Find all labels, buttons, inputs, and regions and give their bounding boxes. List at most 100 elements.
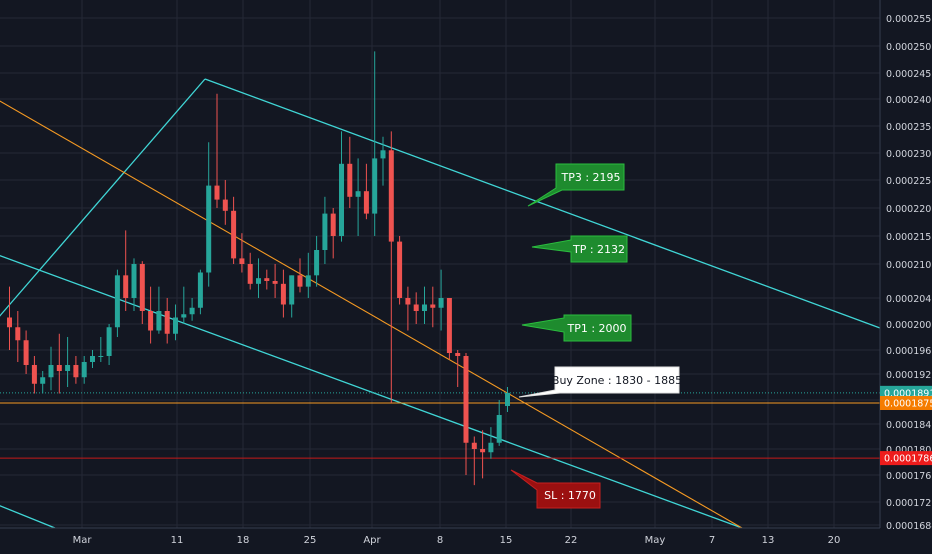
candle-body [65, 365, 71, 371]
candle[interactable] [98, 337, 104, 362]
candle[interactable] [15, 311, 21, 362]
price-axis-panel[interactable] [880, 0, 932, 550]
candle[interactable] [189, 298, 195, 321]
candle[interactable] [455, 350, 461, 387]
buy-line-tag[interactable]: 0.0001875 [880, 396, 932, 410]
candle[interactable] [280, 269, 286, 318]
candle[interactable] [471, 436, 477, 486]
time-axis-panel[interactable] [0, 528, 880, 550]
candle[interactable] [314, 236, 320, 287]
candle-body [139, 264, 145, 311]
candle[interactable] [297, 258, 303, 293]
sl-label: SL : 1770 [544, 489, 596, 502]
time-tick-label: May [645, 535, 666, 546]
candle[interactable] [23, 330, 29, 375]
candle[interactable] [40, 371, 46, 394]
candle[interactable] [305, 252, 311, 298]
candle[interactable] [496, 400, 502, 446]
time-tick-label: 8 [437, 535, 443, 546]
candle[interactable] [322, 196, 328, 264]
candle[interactable] [239, 233, 245, 273]
buy-zone-callout[interactable]: Buy Zone : 1830 - 1885 [518, 366, 682, 398]
candle[interactable] [65, 337, 71, 387]
candle[interactable] [347, 136, 353, 208]
candle[interactable] [90, 350, 95, 368]
candle[interactable] [405, 286, 411, 331]
tp1-callout[interactable]: TP1 : 2000 [521, 314, 632, 342]
candle-body [231, 210, 237, 259]
candle[interactable] [222, 180, 228, 225]
candle[interactable] [289, 275, 295, 318]
candle[interactable] [247, 252, 253, 290]
candle[interactable] [48, 346, 54, 391]
candle[interactable] [397, 236, 403, 305]
candle-body [256, 278, 261, 284]
candle[interactable] [339, 131, 344, 242]
trendline-cyan-lower [0, 255, 743, 529]
trendlines [0, 78, 881, 529]
candle[interactable] [430, 286, 436, 328]
candle[interactable] [114, 269, 120, 337]
candle[interactable] [123, 230, 129, 311]
candle[interactable] [81, 356, 87, 384]
candle-body [90, 356, 95, 362]
candle-body [48, 365, 54, 378]
candle[interactable] [272, 264, 278, 298]
candle[interactable] [256, 258, 261, 298]
candle[interactable] [73, 356, 79, 384]
candle-body [214, 185, 220, 200]
candle[interactable] [463, 353, 469, 475]
candle-body [496, 415, 502, 443]
candle[interactable] [413, 292, 419, 324]
candle[interactable] [388, 131, 394, 403]
candle[interactable] [31, 356, 37, 394]
candle[interactable] [181, 286, 187, 324]
candle[interactable] [446, 298, 452, 359]
candle-body [363, 191, 369, 214]
candle[interactable] [488, 427, 494, 459]
candle[interactable] [56, 333, 62, 394]
sl-line-tag[interactable]: 0.0001786 [880, 451, 932, 466]
candle[interactable] [7, 286, 12, 350]
candle[interactable] [330, 208, 336, 259]
candle[interactable] [380, 136, 386, 186]
candle[interactable] [164, 298, 170, 344]
candle-body [480, 449, 486, 453]
callouts: TP3 : 2195 TP : 2132 TP1 : 2000 Buy Zone… [510, 163, 682, 509]
candle[interactable] [139, 261, 145, 324]
candle[interactable] [197, 269, 203, 315]
candle[interactable] [106, 324, 112, 365]
candle-body [272, 281, 278, 284]
candle[interactable] [264, 269, 270, 290]
time-tick-label: 18 [237, 535, 250, 546]
trendline-cyan-upper [204, 78, 881, 329]
candle[interactable] [206, 142, 212, 287]
candle[interactable] [131, 258, 137, 311]
time-tick-label: 25 [304, 535, 317, 546]
candle[interactable] [480, 430, 486, 479]
candle[interactable] [148, 286, 154, 344]
candle[interactable] [505, 387, 510, 412]
candle[interactable] [355, 158, 361, 236]
candle[interactable] [231, 196, 237, 264]
buy-zone-label: Buy Zone : 1830 - 1885 [552, 374, 682, 387]
candle[interactable] [363, 163, 369, 220]
candle[interactable] [173, 304, 178, 341]
candle[interactable] [156, 286, 162, 334]
tp3-callout[interactable]: TP3 : 2195 [527, 163, 625, 207]
candle[interactable] [438, 269, 444, 331]
candle[interactable] [372, 51, 378, 236]
candle[interactable] [214, 93, 220, 208]
candle[interactable] [422, 286, 427, 324]
candle-body [305, 275, 311, 287]
tp-callout[interactable]: TP : 2132 [531, 235, 628, 263]
sl-callout[interactable]: SL : 1770 [510, 469, 601, 509]
candle-body [123, 275, 129, 298]
time-axis[interactable]: Mar 11 18 25 Apr 8 15 22 May 7 13 20 [73, 535, 841, 546]
